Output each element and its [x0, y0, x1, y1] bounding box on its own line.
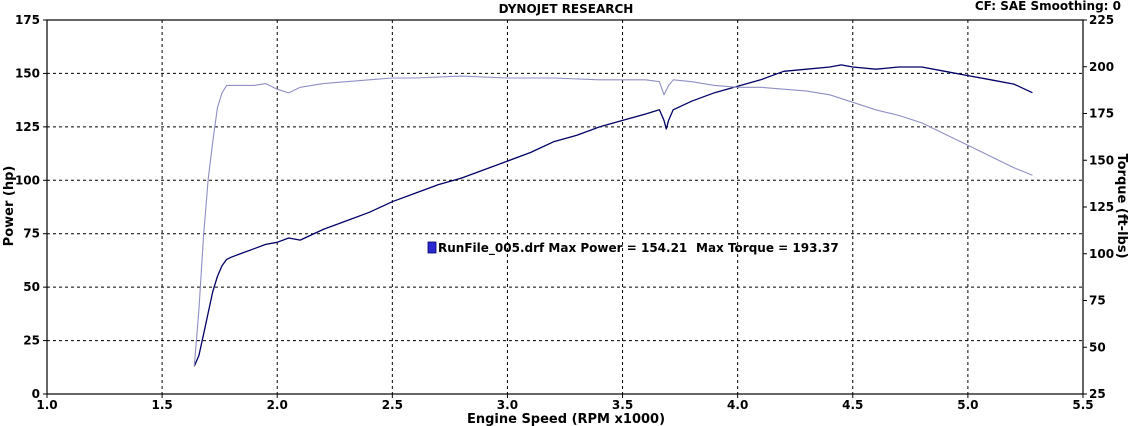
right-tick-label: 225	[1089, 13, 1114, 27]
left-tick-label: 125	[15, 120, 40, 134]
left-tick-label: 75	[23, 227, 40, 241]
right-tick-label: 150	[1089, 153, 1114, 167]
x-tick-label: 1.0	[36, 398, 57, 412]
x-tick-label: 4.0	[727, 398, 748, 412]
y-axis-label: Power (hp)	[2, 166, 17, 247]
x-axis-label: Engine Speed (RPM x1000)	[467, 412, 665, 426]
left-axis-ticks: 0 25 50 75 100 125 150 175	[15, 13, 47, 401]
left-tick-label: 150	[15, 66, 40, 80]
y2-axis-label: Torque (ft-lbs)	[1114, 153, 1129, 258]
chart-title: DYNOJET RESEARCH	[499, 2, 634, 16]
right-tick-label: 100	[1089, 247, 1114, 261]
x-tick-label: 3.5	[612, 398, 633, 412]
right-tick-label: 75	[1089, 294, 1106, 308]
correction-info: CF: SAE Smoothing: 0	[975, 0, 1121, 13]
x-tick-label: 4.5	[842, 398, 863, 412]
left-tick-label: 175	[15, 13, 40, 27]
legend-annotation: RunFile_005.drf Max Power = 154.21 Max T…	[427, 241, 839, 256]
right-tick-label: 175	[1089, 107, 1114, 121]
legend-swatch	[427, 241, 437, 254]
right-axis-ticks: 25 50 75 100 125 150 175 200 225	[1083, 13, 1114, 401]
grid	[47, 20, 1083, 394]
x-tick-label: 5.5	[1072, 398, 1093, 412]
x-tick-label: 2.5	[382, 398, 403, 412]
left-tick-label: 25	[23, 334, 40, 348]
right-tick-label: 50	[1089, 340, 1106, 354]
x-tick-label: 5.0	[957, 398, 978, 412]
left-tick-label: 50	[23, 280, 40, 294]
series	[193, 64, 1033, 367]
power-curve	[193, 64, 1033, 367]
x-tick-label: 2.0	[267, 398, 288, 412]
left-tick-label: 0	[32, 387, 40, 401]
x-tick-label: 3.0	[497, 398, 518, 412]
right-tick-label: 200	[1089, 60, 1114, 74]
x-tick-label: 1.5	[151, 398, 172, 412]
legend-max-torque: Max Torque = 193.37	[696, 241, 839, 255]
torque-curve	[193, 75, 1033, 366]
right-tick-label: 125	[1089, 200, 1114, 214]
left-tick-label: 100	[15, 173, 40, 187]
x-axis-ticks: 1.0 1.5 2.0 2.5 3.0 3.5 4.0 4.5 5.0 5.5	[36, 394, 1094, 412]
legend-filename: RunFile_005.drf Max Power = 154.21	[438, 241, 687, 256]
right-tick-label: 25	[1089, 387, 1106, 401]
